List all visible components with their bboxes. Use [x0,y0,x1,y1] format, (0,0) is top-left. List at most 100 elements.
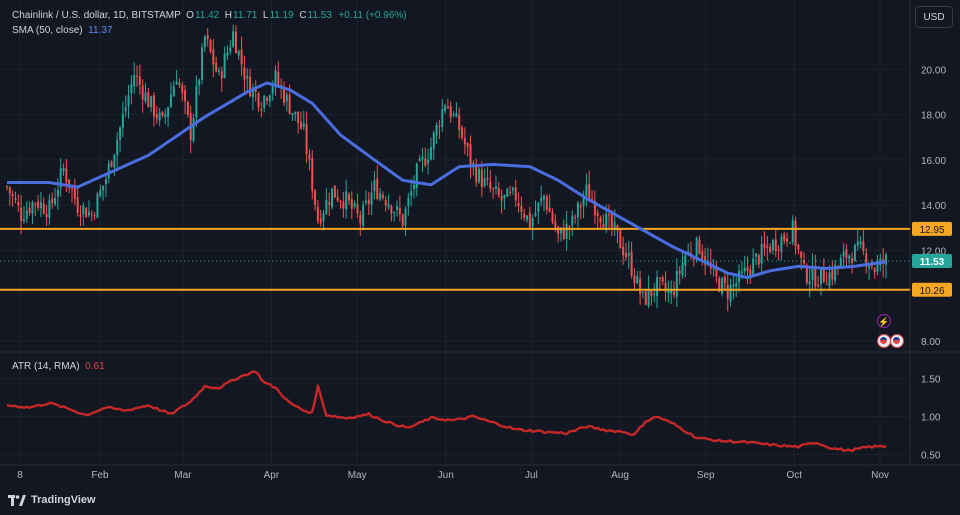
candle-body [435,124,438,136]
candle-body [56,189,59,197]
candle-body [528,212,531,228]
candle-body [271,86,274,94]
candle-body [548,207,551,213]
candle-body [698,239,701,254]
candle-body [169,94,172,107]
candle-body [147,92,150,108]
candle-body [345,191,348,210]
candle-body [503,194,506,199]
time-tick-label: May [348,470,367,481]
us-flag-icon[interactable] [877,334,891,348]
candle-body [848,255,851,259]
candle-body [574,217,577,219]
time-tick-label: Apr [264,470,280,481]
price-tick-label: 8.00 [921,337,941,348]
candle-body [822,268,825,283]
candle-body [232,31,235,47]
candle-body [562,228,565,239]
candle-body [650,289,653,297]
level-tag-label: 10.26 [919,286,944,297]
candle-body [571,215,574,226]
candle-body [209,39,212,52]
candle-body [155,114,158,119]
us-flag-icon[interactable] [890,334,904,348]
candle-body [853,244,856,262]
candle-body [803,259,806,264]
candle-body [726,284,729,299]
candle-body [780,236,783,253]
candle-body [79,214,82,217]
candle-body [257,93,260,108]
candle-body [472,162,475,166]
candle-body [489,181,492,189]
symbol-legend: Chainlink / U.S. dollar, 1D, BITSTAMP O1… [12,10,407,21]
time-tick-label: Oct [787,470,803,481]
candle-body [144,92,147,102]
candle-body [133,75,136,87]
candle-body [85,208,88,218]
candle-body [25,210,28,219]
candle-body [266,97,269,101]
candle-body [215,62,218,72]
candle-body [885,254,887,265]
candle-body [192,118,195,142]
candle-body [461,127,464,138]
candle-body [396,205,399,210]
candle-body [633,275,636,283]
candle-body [62,167,65,172]
bolt-icon[interactable]: ⚡ [877,314,891,328]
high-label: H [224,10,233,21]
time-tick-label: Aug [611,470,629,481]
candle-body [842,251,845,257]
price-tick-label: 18.00 [921,111,946,122]
candle-body [136,75,138,77]
candle-body [319,218,322,224]
candle-body [647,288,650,306]
candle-body [14,198,17,201]
candle-body [551,211,554,223]
candle-body [777,249,780,251]
sma-legend: SMA (50, close) 11.37 [12,25,112,36]
candle-body [449,106,452,118]
candle-body [644,291,647,305]
candle-body [557,226,560,234]
candle-body [353,203,356,207]
candle-body [800,251,803,258]
candle-body [630,251,633,276]
candle-body [73,186,76,199]
candle-body [42,203,45,214]
candle-body [127,95,130,107]
candle-body [93,215,96,217]
candle-body [624,253,627,258]
candle-body [873,268,876,272]
candle-body [593,201,596,216]
candle-body [373,180,376,192]
candle-body [410,190,413,197]
candle-body [856,241,859,246]
candle-body [712,268,715,270]
candle-body [783,234,786,241]
atr-tick-label: 1.00 [921,413,941,424]
currency-button[interactable]: USD [915,6,953,28]
candle-body [274,70,277,86]
candle-body [421,156,424,160]
candle-body [605,213,608,231]
level-tag-label: 12.95 [919,225,944,236]
atr-value: 0.61 [85,361,105,372]
tradingview-logo[interactable]: TradingView [8,494,96,506]
price-tick-label: 12.00 [921,246,946,257]
candle-body [376,178,379,200]
candle-body [387,203,390,208]
price-tick-label: 20.00 [921,65,946,76]
candle-body [658,277,661,279]
candle-body [263,95,266,108]
candle-body [413,185,415,189]
time-tick-label: Mar [174,470,192,481]
candle-body [613,222,616,229]
last-price-tag [912,254,952,269]
candle-body [240,49,243,65]
close-label: C [299,10,307,21]
candle-body [545,196,548,210]
candle-body [384,199,387,206]
